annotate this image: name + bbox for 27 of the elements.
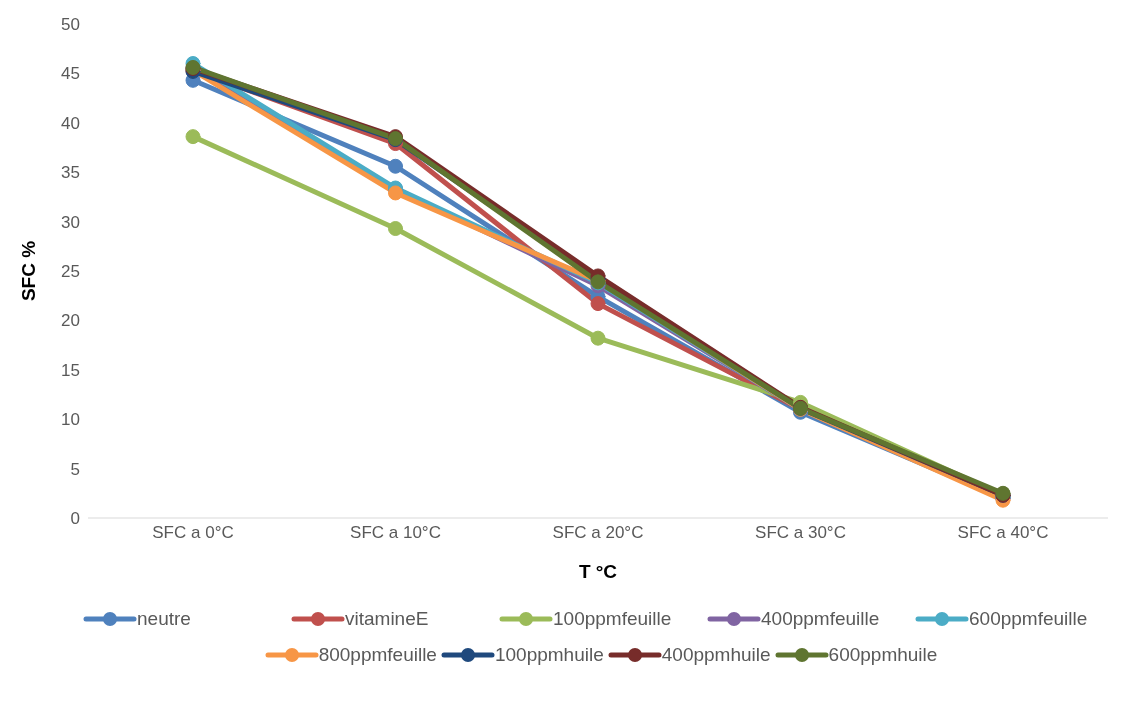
legend-label: vitamineE	[345, 608, 429, 630]
y-tick-label: 15	[61, 360, 80, 380]
y-axis-title: SFC %	[17, 240, 39, 302]
x-axis-title: T °C	[578, 561, 618, 582]
x-tick-label: SFC a 30°C	[755, 523, 846, 543]
y-tick-label: 40	[61, 113, 80, 133]
legend-label: 600ppmhuile	[828, 644, 938, 666]
x-tick-label: SFC a 40°C	[957, 523, 1049, 543]
legend-label: 100ppmfeuille	[553, 608, 672, 630]
y-tick-label: 5	[70, 459, 80, 479]
y-tick-label: 0	[70, 509, 80, 529]
x-tick-label: SFC a 10°C	[350, 523, 441, 543]
x-tick-label: SFC a 20°C	[552, 523, 644, 543]
y-tick-label: 20	[61, 311, 80, 331]
y-tick-label: 30	[61, 212, 80, 232]
legend-label: 100ppmhuile	[494, 644, 604, 666]
legend-label: 400ppmfeuille	[761, 608, 880, 630]
legend-label: 400ppmhuile	[661, 644, 771, 666]
x-tick-label: SFC a 0°C	[152, 523, 234, 543]
legend-label: neutre	[137, 608, 191, 630]
y-tick-label: 50	[61, 15, 80, 35]
y-tick-label: 25	[61, 262, 80, 282]
legend-label: 600ppmfeuille	[969, 608, 1088, 630]
legend-label: 800ppmfeuille	[318, 644, 437, 666]
y-tick-label: 45	[61, 64, 80, 84]
y-tick-label: 35	[61, 163, 80, 183]
y-tick-label: 10	[61, 410, 80, 430]
